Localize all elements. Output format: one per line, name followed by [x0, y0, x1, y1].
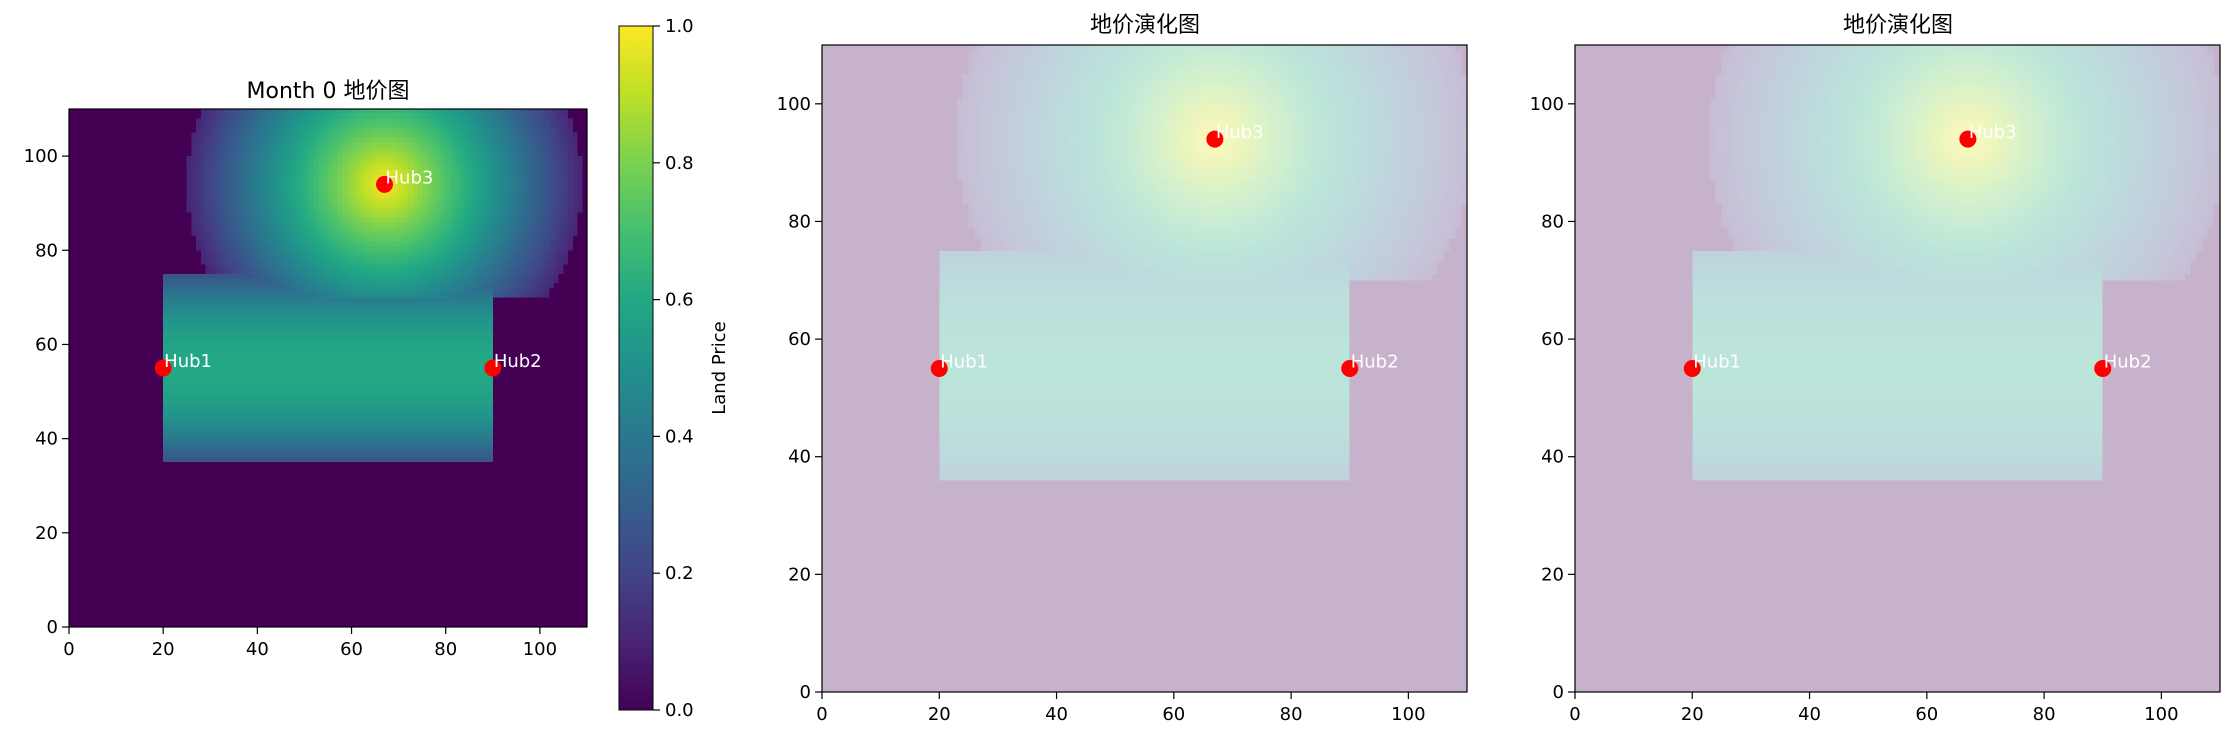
colorbar-tick-label: 0.4	[665, 426, 694, 447]
y-tick-label: 40	[35, 429, 58, 450]
colorbar-tick-label: 0.6	[665, 290, 694, 311]
hub-label: Hub3	[1969, 122, 2017, 143]
heatmap-plot-area: 0 20 40 60 80 100 0 20 40 60 80 100 Hub1 Hub2 Hub3	[1530, 44, 2221, 725]
panel-title: 地价演化图	[1090, 13, 1200, 38]
axes-frame	[1574, 44, 2221, 693]
hub-label: Hub1	[1693, 352, 1741, 373]
x-tick-label: 20	[1681, 704, 1704, 725]
x-tick-label: 0	[816, 704, 827, 725]
y-tick-label: 80	[35, 240, 58, 261]
hub-marker	[930, 360, 948, 377]
hub-marker	[2094, 360, 2112, 377]
colorbar-tick-label: 0.2	[665, 563, 694, 584]
x-tick-label: 40	[1045, 704, 1068, 725]
y-tick-label: 80	[788, 211, 811, 232]
y-tick-label: 60	[788, 329, 811, 350]
x-tick-label: 20	[928, 704, 951, 725]
panel-title: 地价演化图	[1843, 13, 1953, 38]
y-tick-label: 40	[1541, 447, 1564, 468]
colorbar-gradient	[618, 25, 654, 711]
x-tick-label: 40	[1798, 704, 1821, 725]
hub-label: Hub2	[494, 351, 542, 372]
panel-title: Month 0 地价图	[247, 79, 410, 104]
x-tick-label: 100	[1391, 704, 1425, 725]
hub-label: Hub1	[940, 352, 988, 373]
y-tick-label: 100	[1530, 94, 1564, 115]
x-tick-label: 80	[2033, 704, 2056, 725]
colorbar-tick-label: 0.0	[665, 700, 694, 721]
hub-marker	[154, 359, 172, 377]
hub-marker	[1683, 360, 1701, 377]
axes-frame	[821, 44, 1468, 693]
x-tick-label: 40	[246, 639, 269, 660]
colorbar-tick-label: 1.0	[665, 16, 694, 37]
price-map-panel-month0: Month 0 地价图 0 20 40 60 80 100 0 20 40 60 80 100 Hub1…	[24, 79, 588, 660]
x-tick-label: 80	[1280, 704, 1303, 725]
hub-marker	[376, 175, 394, 193]
y-tick-label: 100	[777, 94, 811, 115]
axes-frame	[68, 108, 588, 628]
heatmap-image	[822, 45, 1467, 692]
y-tick-label: 80	[1541, 211, 1564, 232]
land-price-colorbar: 0.0 0.2 0.4 0.6 0.8 1.0 Land Price	[618, 16, 730, 721]
hub-marker	[1206, 130, 1224, 148]
x-tick-label: 60	[340, 639, 363, 660]
y-tick-label: 60	[1541, 329, 1564, 350]
colorbar-label: Land Price	[709, 321, 730, 415]
price-evolution-panel-2: 地价演化图 0 20 40 60 80 100 0 20 40 60 80 100 Hub1 Hub2 Hu…	[1530, 13, 2221, 725]
y-tick-label: 20	[1541, 564, 1564, 585]
price-evolution-panel-1: 地价演化图 0 20 40 60 80 100 0 20 40 60 80 100 Hub1 Hub2 Hu…	[777, 13, 1468, 725]
y-tick-label: 0	[800, 682, 811, 703]
x-tick-label: 80	[434, 639, 457, 660]
hub-marker	[1959, 130, 1977, 148]
y-tick-label: 60	[35, 334, 58, 355]
hub-label: Hub2	[1351, 352, 1399, 373]
hub-marker	[484, 359, 502, 377]
heatmap-plot-area: 0 20 40 60 80 100 0 20 40 60 80 100 Hub1 Hub2 Hub3	[24, 108, 588, 660]
x-tick-label: 100	[2144, 704, 2178, 725]
hub-label: Hub3	[1216, 122, 1264, 143]
colorbar-ticks: 0.0 0.2 0.4 0.6 0.8 1.0	[653, 16, 694, 721]
x-tick-label: 20	[152, 639, 175, 660]
y-tick-label: 20	[788, 564, 811, 585]
y-tick-label: 0	[1553, 682, 1564, 703]
x-tick-label: 60	[1915, 704, 1938, 725]
hub-marker	[1341, 360, 1359, 377]
heatmap-plot-area: 0 20 40 60 80 100 0 20 40 60 80 100 Hub1 Hub2 Hub3	[777, 44, 1468, 725]
heatmap-image	[1575, 45, 2220, 692]
hub-label: Hub2	[2104, 352, 2152, 373]
x-tick-label: 100	[523, 639, 557, 660]
x-tick-label: 0	[63, 639, 74, 660]
y-tick-label: 0	[47, 617, 58, 638]
x-tick-label: 0	[1569, 704, 1580, 725]
y-tick-label: 20	[35, 523, 58, 544]
colorbar-tick-label: 0.8	[665, 153, 694, 174]
y-tick-label: 40	[788, 447, 811, 468]
hub-label: Hub3	[386, 167, 434, 188]
hub-label: Hub1	[164, 351, 212, 372]
x-tick-label: 60	[1162, 704, 1185, 725]
y-tick-label: 100	[24, 146, 58, 167]
